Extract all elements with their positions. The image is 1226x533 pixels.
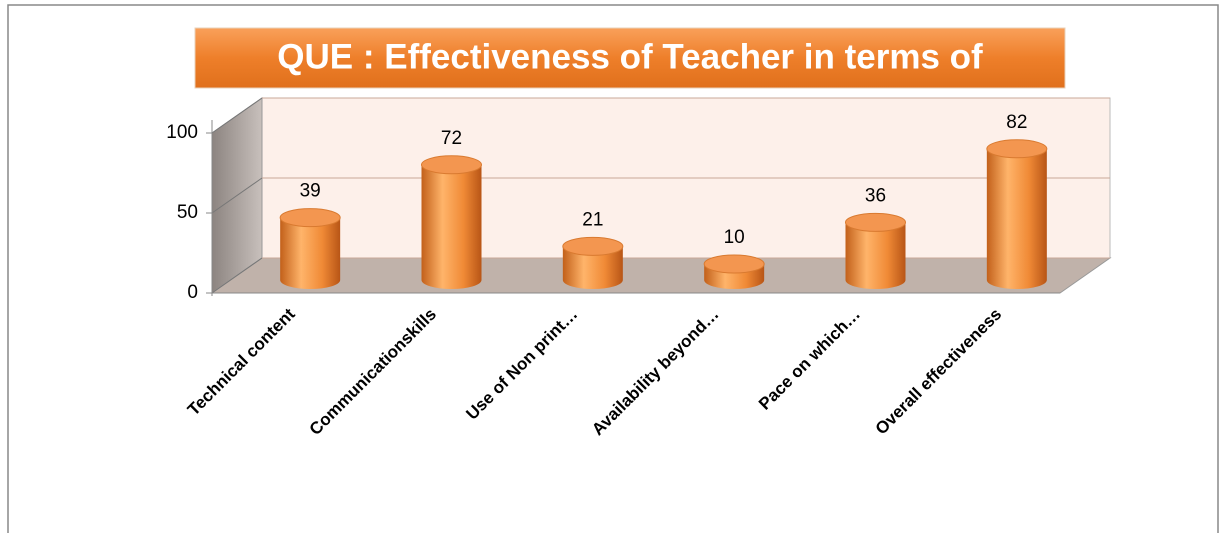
data-label: 72 [441, 128, 462, 149]
chart-title: QUE : Effectiveness of Teacher in terms … [277, 37, 983, 76]
x-tick-label: Overall effectiveness [872, 305, 1006, 439]
x-tick-label: Availability beyond… [588, 305, 723, 440]
floor [210, 257, 1112, 294]
bar [421, 164, 482, 289]
data-label: 21 [582, 209, 603, 230]
bar-top [986, 139, 1048, 159]
y-tick-label: 100 [166, 122, 198, 143]
grid-line [211, 257, 263, 294]
title-box [194, 27, 1066, 89]
bar-top [562, 236, 624, 256]
data-label: 36 [865, 185, 886, 206]
x-tick-label: Use of Non print… [462, 305, 581, 424]
bar [280, 217, 341, 289]
data-label: 82 [1006, 112, 1027, 133]
data-label: 10 [724, 227, 745, 248]
bar [986, 148, 1047, 290]
y-tick-label: 50 [177, 202, 198, 223]
bar-top [845, 212, 906, 232]
x-tick-label: Pace on which… [755, 305, 864, 414]
x-tick-label: Communicationskills [306, 305, 440, 439]
grid-line [211, 177, 263, 214]
data-label: 39 [300, 181, 321, 202]
bar [562, 246, 623, 289]
bar [845, 222, 906, 289]
bar-top [279, 208, 341, 228]
y-tick-label: 0 [187, 282, 198, 303]
bar-top [421, 155, 482, 175]
bar-top [703, 254, 765, 274]
grid-line [211, 97, 263, 134]
x-tick-label: Technical content [184, 304, 299, 419]
chart-border [7, 4, 1219, 533]
